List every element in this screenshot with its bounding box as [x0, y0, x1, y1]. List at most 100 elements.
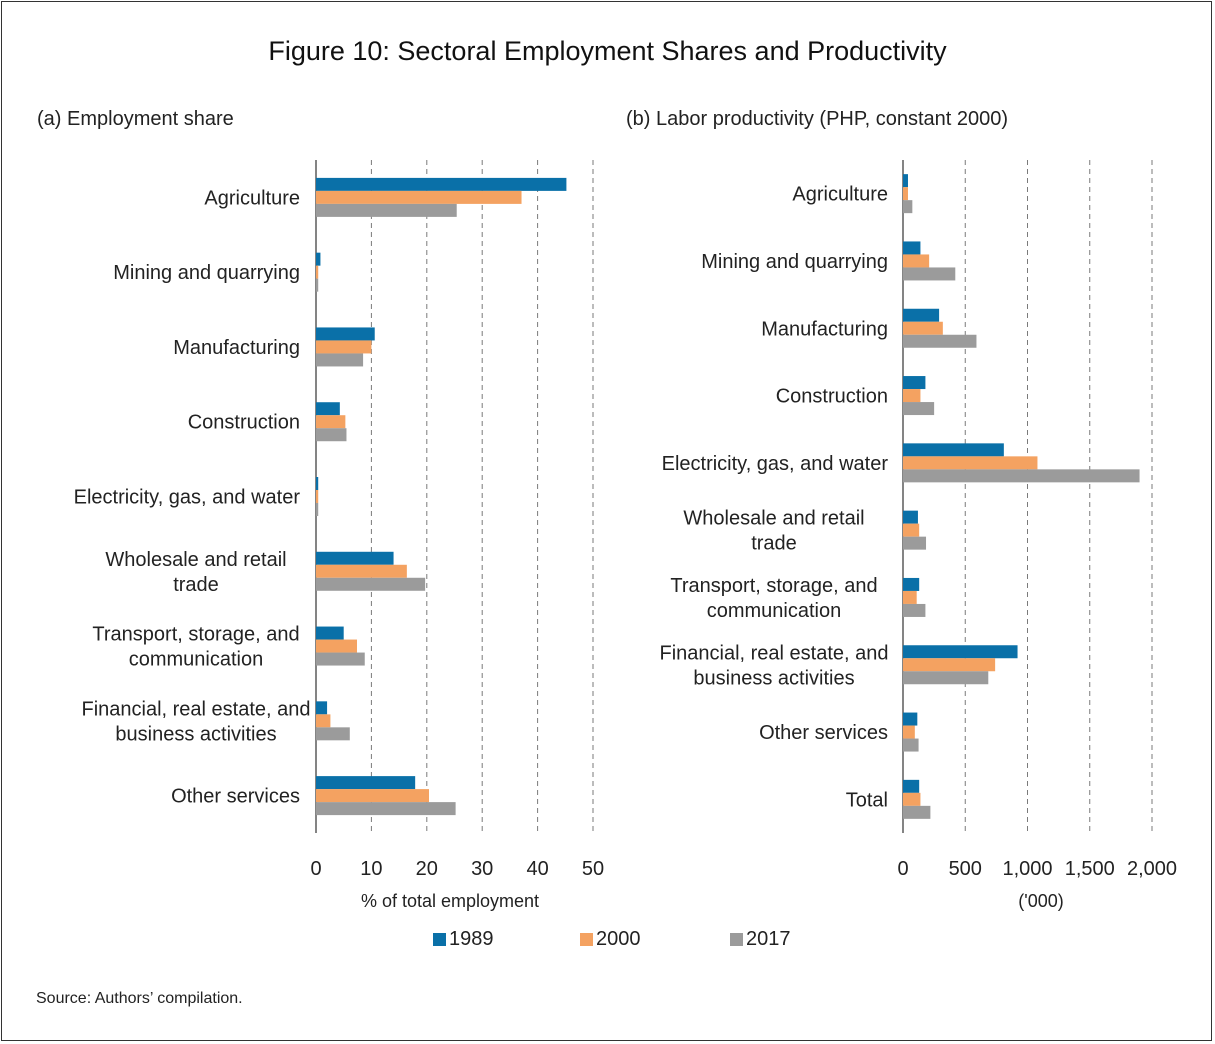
prod-bar-2000 [903, 456, 1038, 470]
emp-bar-2017 [316, 802, 456, 816]
prod-category-label: Mining and quarrying [701, 251, 888, 273]
emp-category-label: business activities [115, 723, 276, 745]
figure-title: Figure 10: Sectoral Employment Shares an… [268, 36, 947, 66]
emp-bar-1989 [316, 177, 567, 191]
prod-bar-2000 [903, 254, 930, 268]
prod-bar-2000 [903, 590, 917, 604]
prod-bar-2017 [903, 200, 913, 214]
prod-bar-2000 [903, 321, 943, 335]
emp-x-tick-label: 40 [526, 858, 548, 880]
prod-x-tick-label: 1,000 [1002, 858, 1052, 880]
prod-bar-2000 [903, 523, 920, 537]
emp-bar-2000 [316, 564, 407, 578]
emp-category-label: Wholesale and retail [105, 549, 286, 571]
prod-category-label: Construction [776, 386, 888, 408]
prod-bar-1989 [903, 712, 918, 726]
emp-bar-1989 [316, 551, 394, 565]
prod-x-tick-label: 0 [897, 858, 908, 880]
emp-bar-2000 [316, 789, 430, 803]
emp-category-label: Other services [171, 786, 300, 808]
prod-category-label: Manufacturing [761, 318, 888, 340]
emp-bar-1989 [316, 402, 340, 416]
prod-bar-2017 [903, 267, 956, 281]
prod-bar-1989 [903, 174, 908, 188]
prod-bar-1989 [903, 241, 921, 255]
emp-bar-1989 [316, 776, 416, 790]
emp-category-label: Electricity, gas, and water [74, 487, 301, 509]
prod-bar-2017 [903, 469, 1140, 483]
prod-category-label: business activities [693, 667, 854, 689]
emp-category-label: Financial, real estate, and [81, 698, 310, 720]
emp-bar-2017 [316, 428, 347, 442]
emp-bar-1989 [316, 626, 344, 640]
legend-label-1989: 1989 [449, 928, 494, 950]
prod-bar-2017 [903, 805, 931, 819]
emp-category-label: trade [173, 574, 219, 596]
legend-label-2000: 2000 [596, 928, 641, 950]
prod-bar-2000 [903, 725, 915, 739]
emp-bar-1989 [316, 252, 321, 266]
prod-bar-2017 [903, 671, 989, 685]
emp-bar-2017 [316, 353, 364, 367]
emp-category-label: Construction [188, 412, 300, 434]
emp-bar-2017 [316, 577, 426, 591]
prod-bar-1989 [903, 645, 1018, 659]
prod-x-axis-label: ('000) [1018, 891, 1063, 911]
prod-category-label: Agriculture [792, 184, 888, 206]
panel-b-title: (b) Labor productivity (PHP, constant 20… [626, 108, 1009, 130]
prod-category-label: trade [751, 533, 797, 555]
prod-bar-1989 [903, 779, 920, 793]
panel-a-title: (a) Employment share [37, 108, 234, 130]
prod-bar-2017 [903, 536, 927, 550]
prod-bar-2017 [903, 334, 977, 348]
source-note: Source: Authors’ compilation. [36, 990, 243, 1007]
emp-bar-2017 [316, 203, 457, 217]
prod-bar-1989 [903, 510, 918, 524]
prod-category-label: Wholesale and retail [683, 508, 864, 530]
emp-bar-1989 [316, 327, 375, 341]
prod-bar-2000 [903, 792, 921, 806]
emp-bar-1989 [316, 701, 328, 715]
prod-bar-2017 [903, 402, 935, 416]
prod-x-tick-label: 1,500 [1065, 858, 1115, 880]
emp-x-axis-label: % of total employment [361, 891, 539, 911]
emp-category-label: Manufacturing [173, 337, 300, 359]
prod-category-label: Electricity, gas, and water [662, 453, 889, 475]
emp-bar-1989 [316, 477, 319, 490]
prod-category-label: Other services [759, 722, 888, 744]
emp-x-tick-label: 10 [360, 858, 382, 880]
prod-category-label: Financial, real estate, and [659, 642, 888, 664]
emp-bar-2000 [316, 490, 319, 503]
legend-item-1989: 1989 [433, 928, 494, 951]
emp-bar-2017 [316, 652, 365, 666]
emp-bar-2017 [316, 727, 350, 741]
emp-x-tick-label: 30 [471, 858, 493, 880]
prod-bar-2000 [903, 389, 921, 403]
legend-label-2017: 2017 [746, 928, 791, 950]
legend-swatch-1989 [433, 933, 446, 946]
prod-category-label: Transport, storage, and [670, 575, 877, 597]
emp-category-label: communication [129, 649, 264, 671]
legend-item-2017: 2017 [730, 928, 791, 951]
prod-category-label: communication [707, 600, 842, 622]
prod-bar-2017 [903, 603, 926, 617]
emp-category-label: Agriculture [204, 187, 300, 209]
emp-bar-2000 [316, 415, 346, 429]
emp-category-label: Mining and quarrying [113, 262, 300, 284]
emp-x-tick-label: 50 [582, 858, 604, 880]
legend-swatch-2000 [580, 933, 593, 946]
emp-bar-2000 [316, 714, 331, 728]
legend-swatch-2017 [730, 933, 743, 946]
legend-item-2000: 2000 [580, 928, 641, 951]
emp-category-label: Transport, storage, and [92, 624, 299, 646]
prod-bar-2000 [903, 187, 908, 201]
prod-bar-2000 [903, 658, 996, 672]
emp-bar-2000 [316, 340, 372, 354]
emp-bar-2000 [316, 639, 357, 653]
emp-x-tick-label: 20 [416, 858, 438, 880]
emp-x-tick-label: 0 [310, 858, 321, 880]
prod-bar-2017 [903, 738, 919, 752]
emp-bar-2017 [316, 503, 319, 516]
